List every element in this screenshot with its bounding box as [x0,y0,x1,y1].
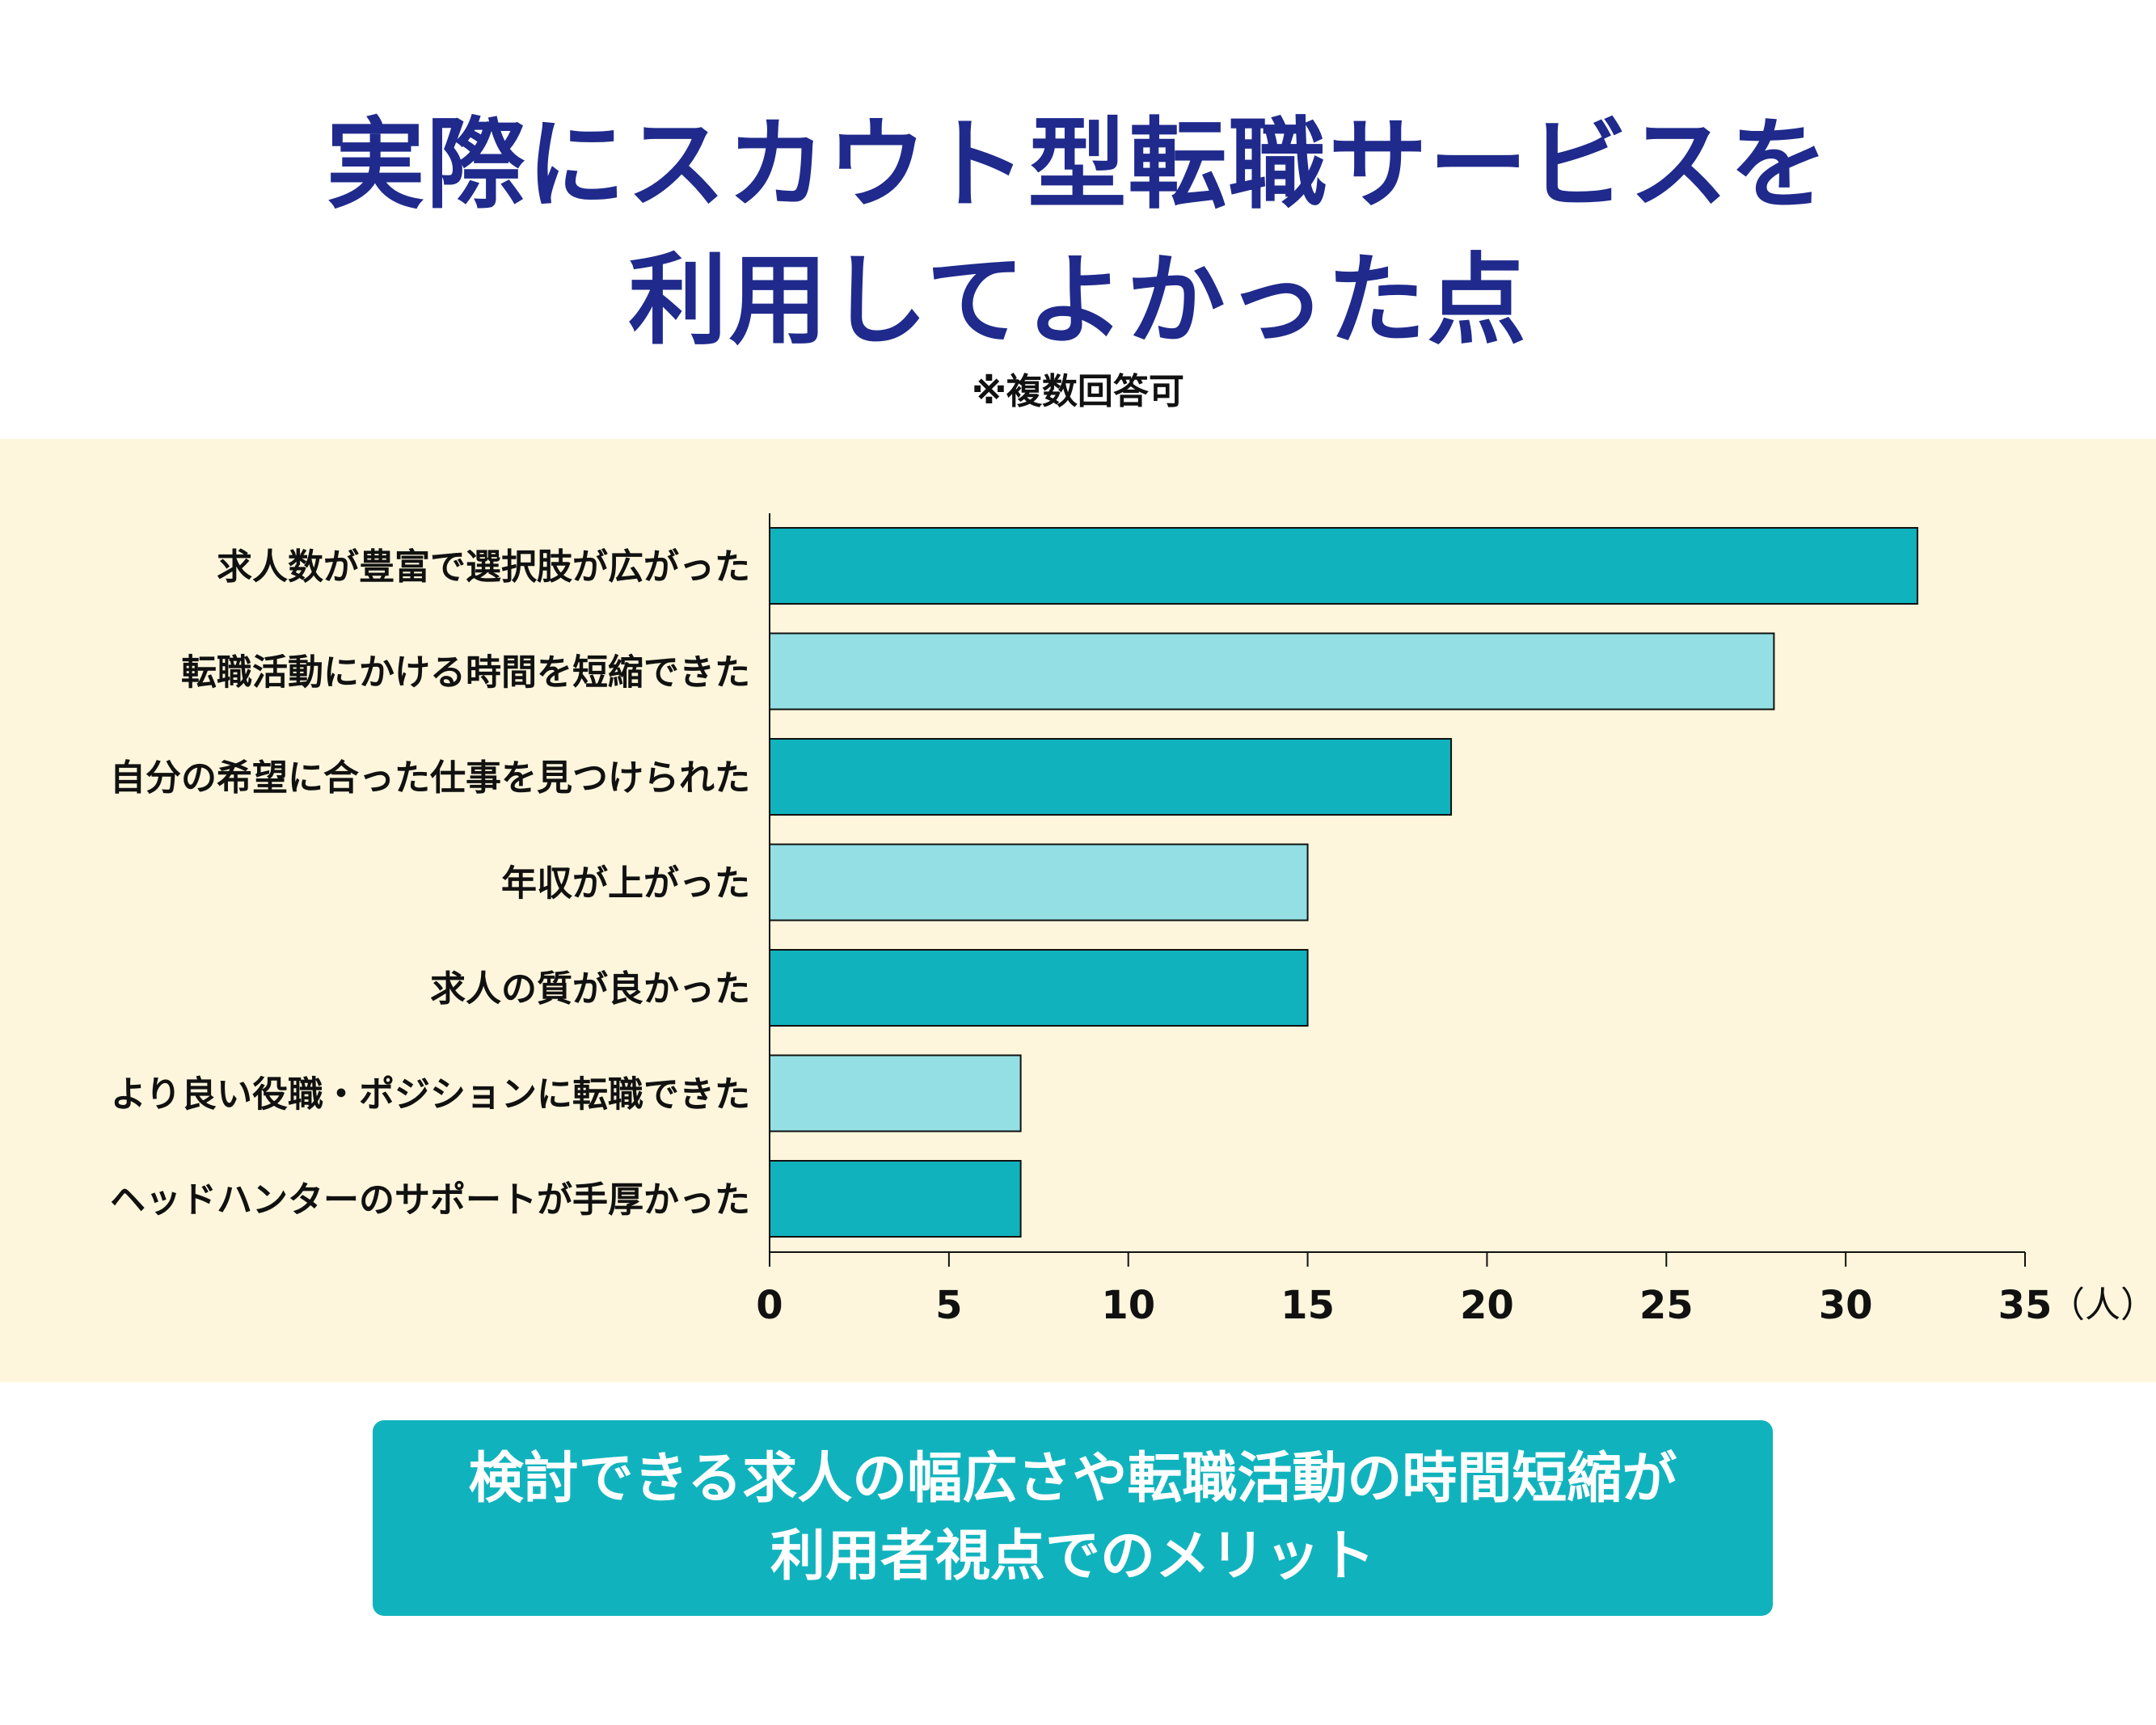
bar [769,527,1918,605]
bar [769,843,1309,922]
bar-chart: 求人数が豊富で選択肢が広がった転職活動にかける時間を短縮できた自分の希望に合った… [110,513,2156,1328]
bar [769,949,1309,1027]
x-axis-unit-label: （人） [2049,1284,2156,1326]
category-label: ヘッドハンターのサポートが手厚かった [110,1179,750,1221]
multiple-answer-note: ※複数回答可 [972,371,1184,412]
x-tick-label: 5 [935,1283,962,1328]
summary-box: 検討できる求人の幅広さや転職活動の時間短縮が 利用者視点でのメリット [373,1420,1773,1616]
bar [769,1160,1022,1238]
category-label: 求人の質が良かった [430,968,750,1010]
x-tick-label: 0 [756,1283,783,1328]
chart-title-line-1: 実際にスカウト型転職サービスを [326,108,1830,222]
x-tick-label: 20 [1460,1283,1514,1328]
category-label: より良い役職・ポジションに転職できた [111,1074,750,1116]
bar [769,632,1775,711]
chart-panel: 求人数が豊富で選択肢が広がった転職活動にかける時間を短縮できた自分の希望に合った… [0,439,2156,1382]
summary-line-1: 検討できる求人の幅広さや転職活動の時間短縮が [468,1447,1677,1511]
chart-title: 実際にスカウト型転職サービスを 利用してよかった点 [0,97,2156,369]
summary-line-2: 利用者視点でのメリット [770,1525,1375,1588]
bar [769,1054,1022,1132]
category-label: 年収が上がった [501,863,750,905]
x-tick-label: 30 [1819,1283,1873,1328]
x-tick-label: 15 [1281,1283,1335,1328]
chart-title-line-2: 利用してよかった点 [628,243,1528,358]
bar [769,738,1453,816]
category-label: 求人数が豊富で選択肢が広がった [217,546,750,588]
category-label: 自分の希望に合った仕事を見つけられた [110,757,750,799]
category-label: 転職活動にかける時間を短縮できた [181,652,750,694]
x-tick-label: 35 [1998,1283,2053,1328]
x-tick-label: 10 [1101,1283,1155,1328]
x-tick-label: 25 [1639,1283,1694,1328]
